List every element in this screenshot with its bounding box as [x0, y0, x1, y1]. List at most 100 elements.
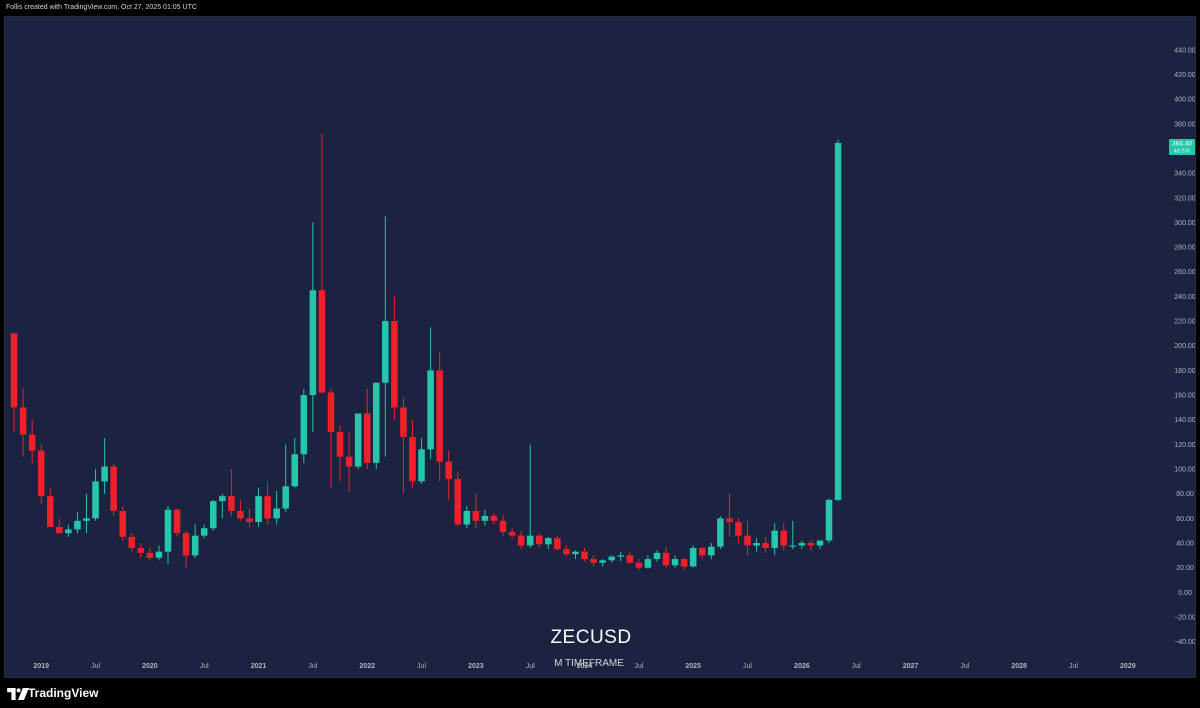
candle[interactable]	[19, 388, 27, 457]
candle[interactable]	[228, 469, 235, 516]
candle[interactable]	[680, 557, 688, 571]
candle[interactable]	[717, 515, 724, 550]
candle[interactable]	[789, 520, 797, 550]
candlestick-chart[interactable]: 440.00420.00400.00380.00360.00340.00320.…	[5, 17, 1195, 677]
candle[interactable]	[454, 471, 462, 526]
candle[interactable]	[436, 351, 443, 482]
candle[interactable]	[535, 533, 543, 548]
candle[interactable]	[92, 469, 99, 521]
candle[interactable]	[526, 444, 534, 548]
candle[interactable]	[327, 388, 335, 488]
candle[interactable]	[83, 493, 90, 534]
candle[interactable]	[10, 333, 18, 433]
candle[interactable]	[508, 528, 516, 540]
tradingview-logo-icon[interactable]	[7, 688, 29, 700]
candle[interactable]	[608, 555, 615, 563]
candle[interactable]	[418, 438, 425, 484]
candle[interactable]	[708, 543, 715, 560]
candle[interactable]	[771, 523, 778, 556]
candle[interactable]	[409, 419, 416, 488]
candle[interactable]	[65, 524, 72, 537]
last-price-value: 364.40	[1172, 141, 1192, 148]
candle[interactable]	[563, 545, 570, 557]
chart-panel[interactable]: 440.00420.00400.00380.00360.00340.00320.…	[4, 16, 1196, 678]
candle[interactable]	[237, 499, 244, 521]
candle[interactable]	[635, 559, 643, 571]
candle[interactable]	[481, 509, 489, 526]
candle-body	[273, 508, 280, 519]
candle[interactable]	[146, 547, 154, 561]
candle[interactable]	[780, 523, 787, 551]
candle[interactable]	[807, 540, 815, 551]
candle[interactable]	[255, 487, 262, 527]
candle[interactable]	[164, 506, 172, 564]
candle[interactable]	[47, 487, 54, 527]
candle[interactable]	[300, 388, 308, 463]
candle[interactable]	[210, 499, 217, 531]
candle[interactable]	[74, 512, 81, 534]
candle[interactable]	[273, 491, 280, 525]
candle[interactable]	[689, 545, 697, 568]
candle[interactable]	[282, 444, 289, 513]
candle[interactable]	[200, 524, 208, 539]
candle[interactable]	[101, 438, 108, 494]
candle[interactable]	[744, 520, 751, 556]
candle[interactable]	[617, 551, 625, 562]
candle[interactable]	[291, 438, 299, 488]
candle[interactable]	[110, 464, 117, 516]
candle[interactable]	[472, 493, 480, 529]
candle[interactable]	[644, 555, 652, 569]
candle[interactable]	[56, 518, 63, 534]
candle[interactable]	[735, 518, 742, 544]
candle[interactable]	[382, 216, 389, 457]
candle[interactable]	[345, 432, 353, 492]
candle[interactable]	[363, 388, 371, 470]
candle[interactable]	[128, 533, 136, 552]
candle[interactable]	[671, 555, 679, 568]
candle[interactable]	[816, 540, 824, 550]
time-axis: 2019 Jul 2020 Jul 2021 Jul 2022 Jul 2023 Jul 2024 J…	[33, 663, 1135, 670]
candle[interactable]	[698, 546, 706, 560]
candle[interactable]	[499, 514, 507, 536]
candle[interactable]	[572, 550, 579, 560]
candle[interactable]	[155, 545, 163, 561]
candle[interactable]	[182, 530, 190, 568]
candle[interactable]	[336, 425, 344, 482]
candle[interactable]	[391, 296, 398, 420]
candle[interactable]	[662, 546, 670, 568]
candle[interactable]	[445, 450, 452, 500]
brand-name[interactable]: TradingView	[28, 686, 99, 700]
candle[interactable]	[599, 559, 606, 567]
candle[interactable]	[37, 444, 45, 504]
candle[interactable]	[264, 481, 271, 525]
candle[interactable]	[373, 382, 380, 470]
candle[interactable]	[28, 419, 36, 463]
candle[interactable]	[517, 530, 525, 550]
candle[interactable]	[545, 536, 552, 550]
candle[interactable]	[753, 538, 760, 552]
candle[interactable]	[354, 413, 362, 470]
candles-layer	[10, 133, 842, 571]
candle[interactable]	[191, 524, 199, 558]
candle[interactable]	[173, 508, 181, 537]
candle[interactable]	[825, 498, 833, 544]
candle[interactable]	[400, 397, 407, 494]
candle[interactable]	[427, 327, 434, 460]
candle[interactable]	[309, 222, 317, 433]
candle[interactable]	[581, 547, 588, 562]
candle[interactable]	[490, 513, 498, 525]
candle[interactable]	[762, 536, 769, 553]
candle[interactable]	[318, 133, 326, 393]
candle[interactable]	[726, 493, 733, 537]
candle[interactable]	[463, 506, 471, 529]
candle[interactable]	[653, 550, 661, 562]
candle[interactable]	[626, 551, 634, 564]
candle[interactable]	[554, 535, 561, 551]
candle[interactable]	[137, 543, 145, 558]
candle[interactable]	[834, 139, 842, 502]
candle[interactable]	[119, 506, 126, 541]
candle[interactable]	[590, 555, 597, 567]
candle[interactable]	[246, 508, 253, 527]
candle[interactable]	[798, 540, 806, 550]
candle[interactable]	[219, 493, 226, 519]
